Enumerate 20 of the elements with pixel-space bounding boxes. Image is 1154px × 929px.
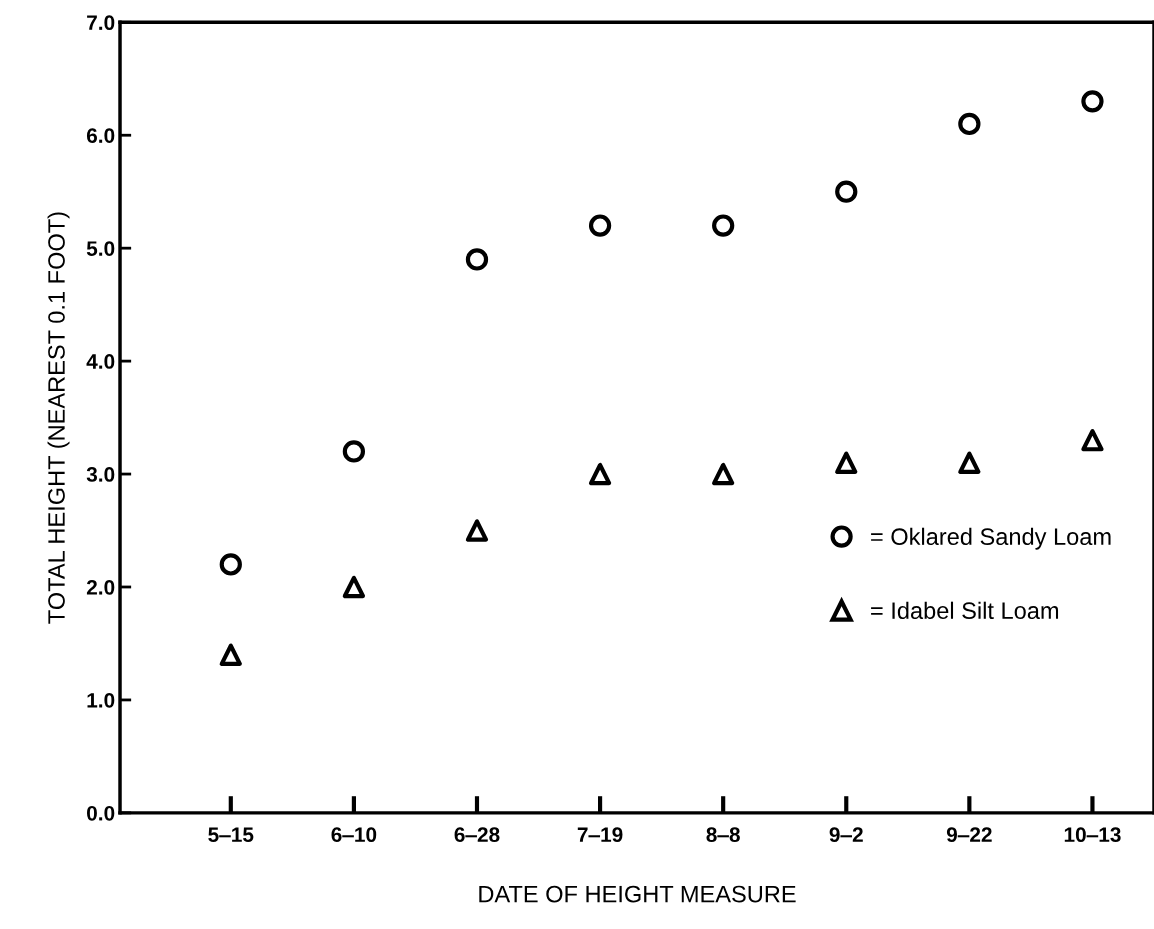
- legend-label: = Oklared Sandy Loam: [871, 527, 1111, 550]
- y-tick-label: 2.0: [86, 580, 115, 595]
- y-tick-label: 6.0: [86, 128, 115, 143]
- y-tick-label: 7.0: [87, 15, 115, 31]
- y-tick-label: 0.0: [87, 805, 115, 821]
- x-tick-label: 5‒15: [208, 827, 254, 843]
- y-tick-label: 3.0: [86, 467, 115, 482]
- x-tick-label: 7‒19: [577, 827, 623, 843]
- x-tick-label: 9‒22: [946, 827, 992, 843]
- x-tick-label: 6‒10: [331, 827, 377, 843]
- y-tick-label: 5.0: [86, 241, 115, 256]
- x-tick-label: 6‒28: [454, 827, 500, 843]
- y-tick-label: 1.0: [87, 692, 115, 708]
- y-tick-label: 4.0: [86, 354, 115, 369]
- x-axis-title: DATE OF HEIGHT MEASURE: [479, 885, 796, 903]
- y-axis-title: TOTAL HEIGHT (NEAREST 0.1 FOOT): [47, 212, 70, 624]
- x-tick-label: 8‒8: [706, 827, 740, 843]
- x-tick-label: 10‒13: [1064, 827, 1121, 843]
- x-tick-label: 9‒2: [829, 827, 863, 843]
- legend-label: = Idabel Silt Loam: [871, 601, 1059, 620]
